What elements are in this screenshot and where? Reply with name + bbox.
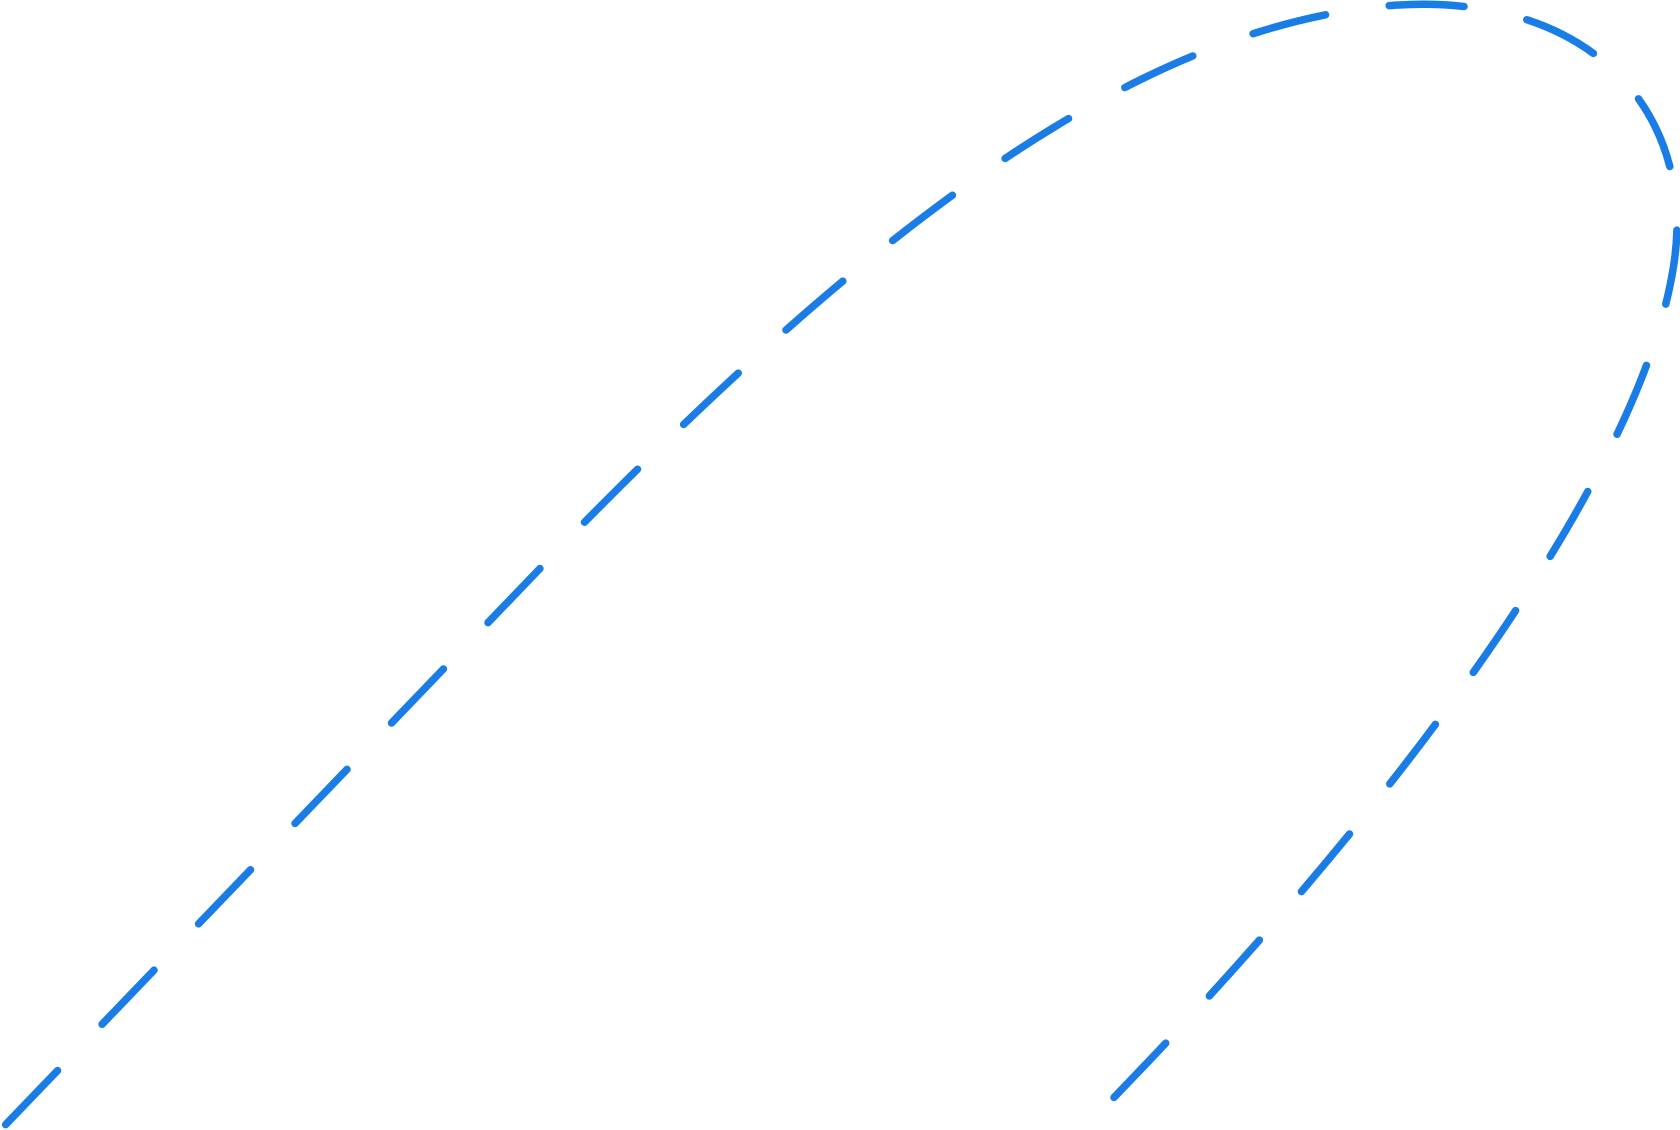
- page-body: [0, 0, 1680, 1130]
- canvas: [1, 0, 1680, 1129]
- dashed-curve: [1, 0, 1680, 1129]
- page: Dashed curve {} html, body { margin: 0; …: [0, 0, 1680, 1130]
